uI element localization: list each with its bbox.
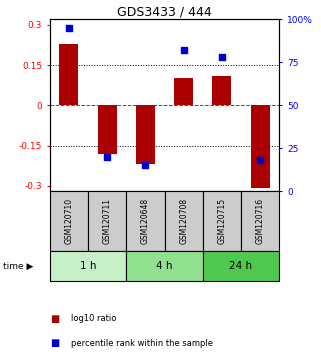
Bar: [126, 251, 203, 281]
Point: [143, 162, 148, 168]
Text: 4 h: 4 h: [156, 261, 173, 272]
Point: [181, 47, 186, 53]
Text: GSM120716: GSM120716: [256, 198, 265, 244]
Text: GSM120708: GSM120708: [179, 198, 188, 244]
Text: 24 h: 24 h: [230, 261, 253, 272]
Text: GSM120715: GSM120715: [217, 198, 226, 244]
Bar: [88, 191, 126, 251]
Bar: [50, 191, 88, 251]
Point: [257, 158, 263, 163]
Title: GDS3433 / 444: GDS3433 / 444: [117, 5, 212, 18]
Point: [219, 55, 224, 60]
Text: GSM120648: GSM120648: [141, 198, 150, 244]
Bar: [212, 76, 231, 105]
Bar: [164, 191, 203, 251]
Text: time ▶: time ▶: [3, 262, 34, 271]
Point: [66, 25, 72, 31]
Bar: [98, 105, 117, 154]
Bar: [203, 191, 241, 251]
Bar: [126, 191, 164, 251]
Text: GSM120710: GSM120710: [65, 198, 74, 244]
Bar: [136, 105, 155, 164]
Bar: [50, 251, 126, 281]
Bar: [203, 251, 279, 281]
Text: 1 h: 1 h: [80, 261, 96, 272]
Text: percentile rank within the sample: percentile rank within the sample: [71, 339, 213, 348]
Text: ■: ■: [50, 338, 59, 348]
Bar: [59, 44, 78, 105]
Text: log10 ratio: log10 ratio: [71, 314, 116, 323]
Point: [105, 154, 110, 160]
Text: GSM120711: GSM120711: [103, 198, 112, 244]
Text: ■: ■: [50, 314, 59, 324]
Bar: [241, 191, 279, 251]
Bar: [174, 79, 193, 105]
Bar: [251, 105, 270, 188]
